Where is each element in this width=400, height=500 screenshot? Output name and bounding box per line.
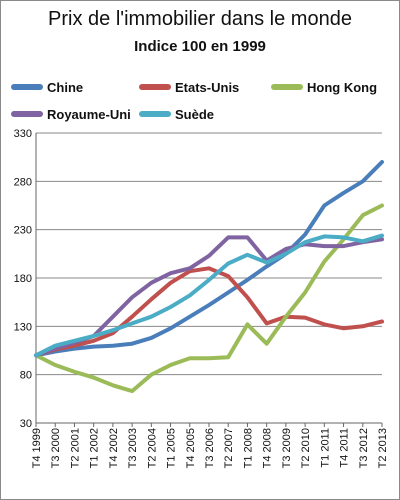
y-tick-label: 230 — [14, 225, 32, 237]
legend-label: Royaume-Uni — [47, 107, 131, 122]
y-tick-label: 280 — [14, 176, 32, 188]
chart-title: Prix de l'immobilier dans le monde — [48, 8, 352, 30]
legend-layer: Chine Etats-Unis Hong Kong Royaume-Uni Suède — [11, 80, 377, 122]
x-tick-label: T2 2010 — [300, 428, 312, 468]
chart-subtitle: Indice 100 en 1999 — [134, 38, 266, 55]
legend-label: Etats-Unis — [175, 80, 239, 95]
y-tick-label: 180 — [14, 273, 32, 285]
x-tick-label: T4 2011 — [339, 428, 351, 468]
x-tick-label: T1 2011 — [319, 428, 331, 468]
x-tick-label: T3 2000 — [50, 428, 62, 468]
y-tick-label: 130 — [14, 321, 32, 333]
axis-layer: 30 80 130 180 230 280 330 T4 1999 T3 2000 T2 2001… — [14, 128, 389, 468]
legend-label: Chine — [47, 80, 83, 95]
x-tick-label: T4 2008 — [262, 428, 274, 468]
y-tick-label: 80 — [20, 370, 32, 382]
x-tick-label: T4 2005 — [185, 428, 197, 468]
x-tick-label: T4 2002 — [108, 428, 120, 468]
series-line-2 — [34, 203, 384, 394]
series-line-1 — [34, 266, 384, 358]
legend-label: Hong Kong — [307, 80, 377, 95]
legend-label: Suède — [175, 107, 214, 122]
series-layer — [34, 160, 384, 394]
x-tick-label: T1 2008 — [242, 428, 254, 468]
series-line-0 — [34, 160, 384, 358]
x-tick-label: T3 2009 — [281, 428, 293, 468]
y-tick-label: 30 — [20, 418, 32, 430]
y-tick-label: 330 — [14, 128, 32, 140]
x-tick-label: T2 2007 — [223, 428, 235, 468]
x-tick-label: T2 2013 — [377, 428, 389, 468]
x-tick-label: T3 2003 — [127, 428, 139, 468]
x-tick-label: T2 2004 — [146, 428, 158, 468]
x-tick-label: T2 2001 — [69, 428, 81, 468]
x-tick-label: T1 2005 — [166, 428, 178, 468]
x-tick-label: T1 2002 — [89, 428, 101, 468]
x-tick-label: T4 1999 — [31, 428, 43, 468]
x-tick-label: T3 2012 — [358, 428, 370, 468]
series-line-4 — [34, 233, 384, 358]
x-tick-label: T3 2006 — [204, 428, 216, 468]
